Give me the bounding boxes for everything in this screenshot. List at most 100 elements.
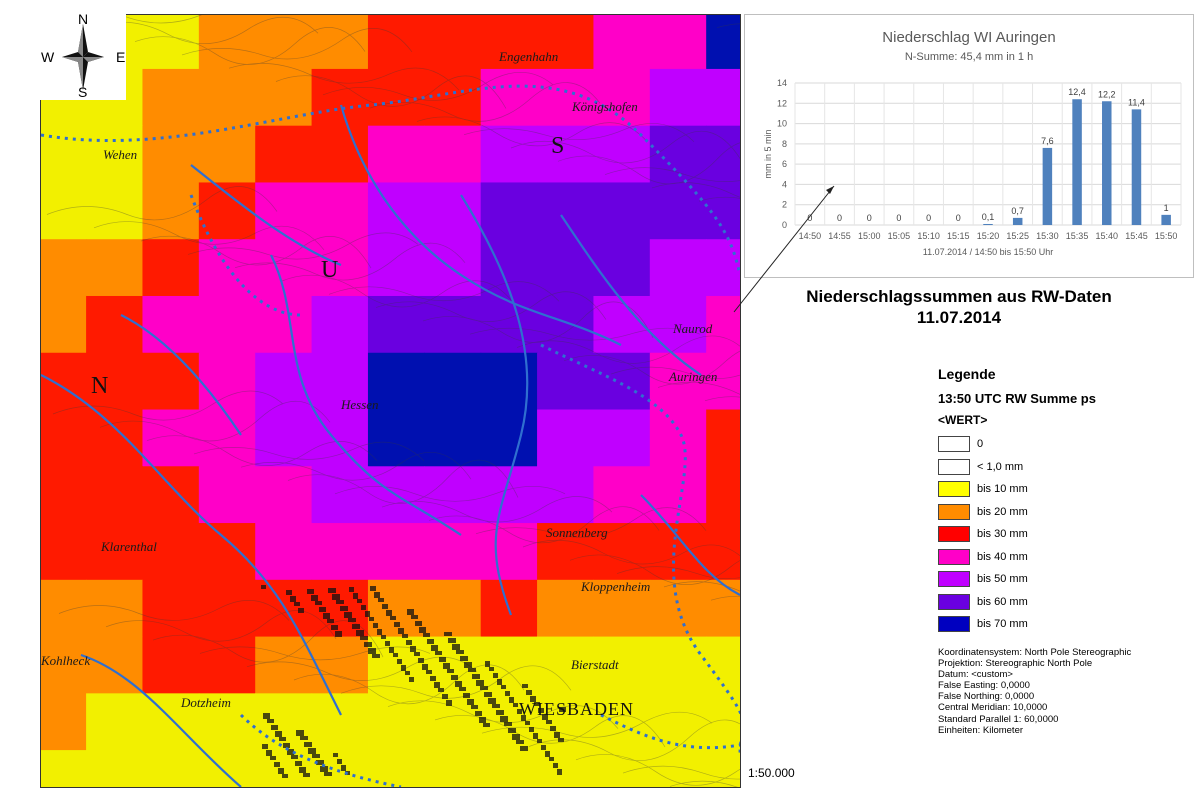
grid-cell: [311, 239, 369, 297]
grid-cell: [198, 523, 256, 581]
building: [368, 648, 376, 654]
grid-cell: [480, 68, 538, 127]
grid-cell: [649, 15, 707, 70]
boundary-line: [41, 84, 740, 276]
building: [442, 694, 448, 699]
building: [496, 710, 504, 715]
y-tick-label: 6: [782, 159, 787, 169]
grid-cell: [142, 409, 200, 467]
grid-cell: [537, 523, 594, 581]
chart-plot: 02468101214014:50014:55015:00015:05015:1…: [763, 78, 1182, 257]
building: [501, 685, 506, 689]
grid-cell: [649, 239, 707, 297]
legend-class: bis 60 mm: [938, 591, 1188, 614]
grid-cell: [537, 125, 594, 183]
building: [291, 755, 298, 759]
building: [443, 663, 450, 669]
building: [266, 750, 272, 756]
contour-line: [58, 599, 290, 621]
grid-cell: [424, 182, 482, 240]
precipitation-map[interactable]: Naurod Auringen Kloppenheim Sonnenberg Biers…: [40, 14, 741, 788]
building: [534, 702, 540, 706]
building: [444, 632, 452, 636]
building: [373, 623, 378, 628]
bar-1550: [1161, 214, 1171, 225]
contour-line: [522, 539, 740, 565]
place-label: Sonnenberg: [546, 525, 608, 540]
legend-field: <WERT>: [938, 413, 988, 427]
building: [439, 657, 446, 662]
grid-cell: [537, 182, 594, 240]
boundary-line: [189, 194, 302, 317]
river-line: [339, 104, 622, 346]
building: [299, 767, 306, 773]
building: [550, 726, 556, 731]
building: [508, 728, 516, 733]
grid-cell: [142, 125, 200, 183]
grid-cell: [537, 409, 594, 467]
grid-cell: [198, 409, 256, 467]
data-label: 11,4: [1128, 97, 1145, 107]
grid-cell: [480, 125, 538, 183]
grid-cell: [537, 295, 594, 354]
grid-cell: [706, 125, 740, 183]
grid-cell: [255, 409, 313, 467]
grid-cell: [255, 693, 313, 751]
building: [509, 697, 514, 703]
crs-line: Standard Parallel 1: 60,0000: [938, 713, 1059, 725]
grid-cell: [424, 409, 482, 467]
x-axis-title: 11.07.2014 / 14:50 bis 15:50 Uhr: [923, 247, 1053, 257]
grid-cell: [142, 579, 200, 638]
building: [553, 763, 558, 768]
contour-line: [293, 664, 525, 705]
y-tick-label: 4: [782, 179, 787, 189]
building: [278, 768, 284, 774]
crs-line: Koordinatensystem: North Pole Stereograp…: [938, 647, 1132, 658]
place-label: Auringen: [668, 369, 717, 384]
grid-cell: [424, 750, 482, 787]
data-label: 0: [837, 213, 842, 223]
legend-swatch: [938, 503, 970, 520]
grid-cell: [41, 636, 87, 694]
building: [274, 762, 280, 767]
contour-line: [134, 27, 366, 65]
building: [423, 633, 430, 637]
grid-cell: [86, 352, 143, 411]
map-lettering: N: [91, 373, 108, 399]
grid-cell: [706, 693, 740, 751]
grid-cell: [198, 68, 256, 127]
building: [369, 617, 374, 621]
grid-cell: [367, 295, 425, 354]
grid-cell: [142, 15, 200, 70]
building: [542, 714, 548, 720]
contour-line: [575, 754, 740, 786]
contour-line: [422, 301, 654, 343]
building: [312, 754, 320, 758]
compass-south: S: [78, 84, 88, 100]
grid-cell: [86, 182, 143, 240]
building: [372, 654, 380, 658]
contour-line: [428, 506, 660, 544]
grid-cell: [706, 239, 740, 297]
legend-label: bis 50 mm: [977, 573, 1028, 586]
grid-cell: [142, 295, 200, 354]
river-line: [190, 164, 342, 267]
building: [545, 751, 550, 757]
building: [464, 662, 472, 668]
building: [381, 635, 386, 639]
building: [410, 646, 416, 652]
data-label: 0,7: [1011, 206, 1024, 216]
compass-west: W: [41, 49, 55, 65]
grid-cell: [480, 15, 538, 70]
grid-cell: [311, 693, 369, 751]
y-tick-label: 12: [777, 98, 787, 108]
boundary-line: [540, 343, 740, 755]
building: [279, 737, 286, 741]
contour-line: [622, 765, 740, 780]
building: [341, 765, 346, 771]
data-label: 1: [1164, 203, 1169, 213]
building: [409, 677, 414, 682]
building: [541, 745, 546, 750]
x-tick-label: 15:15: [947, 231, 970, 241]
building: [476, 680, 484, 686]
